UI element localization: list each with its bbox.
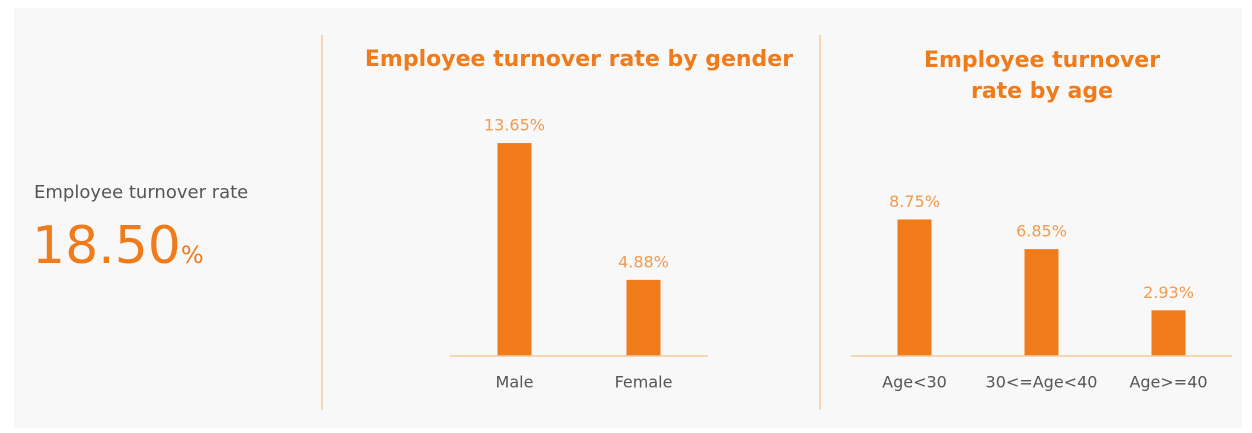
value-label: 8.75% (889, 192, 940, 211)
kpi-label: Employee turnover rate (34, 182, 249, 203)
kpi-unit: % (180, 241, 204, 269)
kpi-value: 18.50% (32, 216, 204, 276)
x-tick-label: 30<=Age<40 (986, 373, 1098, 392)
chart-title: Employee turnover rate by gender (364, 47, 794, 72)
x-tick-label: Male (496, 373, 534, 392)
value-label: 4.88% (618, 252, 669, 271)
bar (897, 219, 932, 356)
panel (14, 8, 1242, 428)
value-label: 6.85% (1016, 222, 1067, 241)
bar (497, 143, 532, 356)
x-tick-label: Age>=40 (1129, 373, 1207, 392)
bar (626, 279, 661, 356)
x-tick-label: Age<30 (882, 373, 947, 392)
value-label: 13.65% (484, 116, 545, 135)
bar (1151, 310, 1186, 356)
chart-title: Employee turnover rate by age (923, 48, 1161, 104)
kpi-number: 18.50 (32, 216, 181, 276)
value-label: 2.93% (1143, 283, 1194, 302)
bar (1024, 249, 1059, 356)
x-tick-label: Female (615, 373, 673, 392)
